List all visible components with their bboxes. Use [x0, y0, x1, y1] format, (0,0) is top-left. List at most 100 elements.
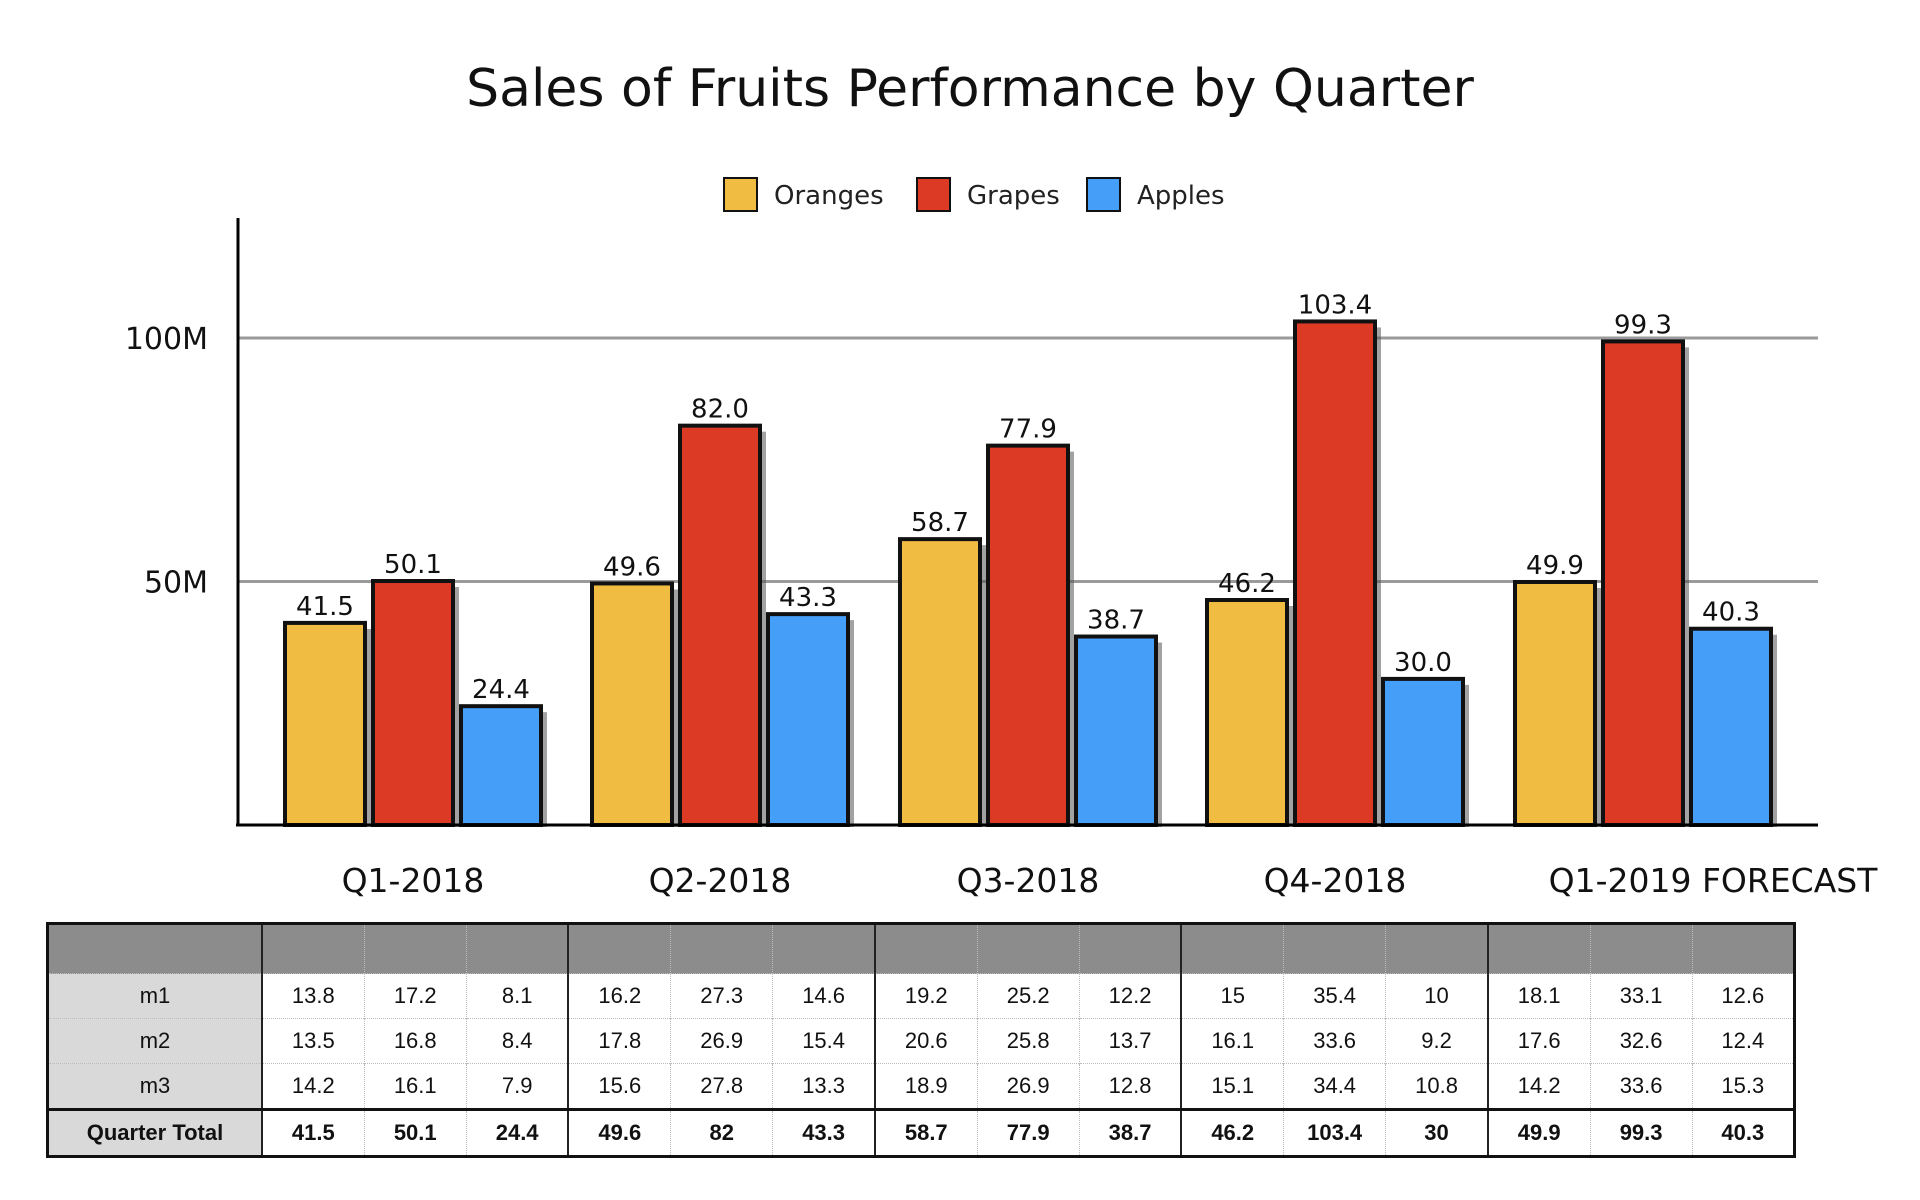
- x-category-label: Q4-2018: [1264, 861, 1407, 900]
- row-label: Quarter Total: [47, 1108, 262, 1157]
- table-cell: 40.3: [1691, 1108, 1795, 1157]
- table-cell: 13.8: [260, 973, 365, 1019]
- table-cell: 25.8: [976, 1018, 1080, 1064]
- table-cell: 16.1: [1180, 1018, 1284, 1064]
- table-cell: 14.2: [1486, 1063, 1591, 1110]
- table-cell: 35.4: [1283, 973, 1386, 1019]
- bar-apples: [1689, 626, 1773, 828]
- bar-oranges: [1513, 579, 1597, 827]
- table-cell: 58.7: [873, 1108, 978, 1157]
- table-cell: 15.1: [1180, 1063, 1284, 1110]
- legend-label-grapes: Grapes: [967, 181, 1060, 211]
- table-header-row: [47, 923, 1795, 974]
- legend-label-apples: Apples: [1137, 181, 1225, 211]
- table-header-cell: [1078, 923, 1182, 974]
- table-cell: 16.1: [363, 1063, 467, 1110]
- bar-grapes: [1293, 319, 1377, 827]
- axes: [236, 218, 1818, 827]
- table-cell: 10.8: [1385, 1063, 1488, 1110]
- table-cell: 18.1: [1486, 973, 1591, 1019]
- data-label: 40.3: [1702, 598, 1760, 628]
- table-cell: 17.6: [1486, 1018, 1591, 1064]
- table-cell: 82: [670, 1108, 773, 1157]
- table-cell: 18.9: [873, 1063, 978, 1110]
- table-cell: 41.5: [260, 1108, 365, 1157]
- bar-oranges: [1205, 598, 1289, 827]
- table-cell: 19.2: [873, 973, 978, 1019]
- row-label: m1: [47, 973, 262, 1019]
- table-cell: 15.3: [1691, 1063, 1795, 1110]
- table-cell: 17.2: [363, 973, 467, 1019]
- table-cell: 7.9: [465, 1063, 569, 1110]
- table-cell: 25.2: [976, 973, 1080, 1019]
- data-label: 41.5: [296, 592, 354, 622]
- table-header-cell: [363, 923, 467, 974]
- table-cell: 24.4: [465, 1108, 569, 1157]
- table-cell: 49.9: [1486, 1108, 1591, 1157]
- y-tick-label: 100M: [125, 322, 208, 357]
- x-category-label: Q1-2018: [342, 861, 485, 900]
- table-cell: 13.3: [772, 1063, 875, 1110]
- legend: Oranges Grapes Apples: [723, 177, 1225, 212]
- bar-apples: [459, 704, 543, 827]
- table-header-cell: [1691, 923, 1795, 974]
- legend-swatch-apples: [1086, 177, 1121, 212]
- data-label: 30.0: [1394, 648, 1452, 678]
- table-cell: 12.8: [1078, 1063, 1182, 1110]
- table-cell: 10: [1385, 973, 1488, 1019]
- table-cell: 50.1: [363, 1108, 467, 1157]
- data-label: 82.0: [691, 395, 749, 425]
- bar-oranges: [898, 537, 982, 827]
- table-cell: 12.2: [1078, 973, 1182, 1019]
- table-header-cell: [873, 923, 978, 974]
- table-cell: 38.7: [1078, 1108, 1182, 1157]
- bar-chart: Sales of Fruits Performance by Quarter O…: [125, 59, 1879, 900]
- x-category-label: Q1-2019 FORECAST: [1549, 861, 1879, 900]
- table-row: m3 14.2 16.1 7.9 15.6 27.8 13.3 18.9 26.9 12.8 15.…: [47, 1063, 1795, 1110]
- table-cell: 15.6: [567, 1063, 671, 1110]
- table-cell: 17.8: [567, 1018, 671, 1064]
- table-cell: 26.9: [976, 1063, 1080, 1110]
- table-header-cell: [1283, 923, 1386, 974]
- table-header-cell: [1180, 923, 1284, 974]
- x-category-label: Q2-2018: [649, 861, 792, 900]
- data-label: 46.2: [1218, 569, 1276, 599]
- y-tick-labels: 50M 100M: [125, 322, 208, 601]
- x-category-label: Q3-2018: [957, 861, 1100, 900]
- bar-oranges: [590, 581, 674, 827]
- row-label: m2: [47, 1018, 262, 1064]
- row-label: m3: [47, 1063, 262, 1110]
- table-cell: 33.6: [1283, 1018, 1386, 1064]
- table-cell: 14.6: [772, 973, 875, 1019]
- data-label: 49.6: [603, 552, 661, 582]
- table-header-cell: [567, 923, 671, 974]
- table-cell: 15: [1180, 973, 1284, 1019]
- data-label: 77.9: [999, 415, 1057, 445]
- data-label: 58.7: [911, 508, 969, 538]
- data-label: 99.3: [1614, 310, 1672, 340]
- bar-grapes: [678, 423, 762, 827]
- table-cell: 33.6: [1589, 1063, 1693, 1110]
- table-cell: 13.5: [260, 1018, 365, 1064]
- legend-label-oranges: Oranges: [774, 181, 884, 211]
- data-label: 24.4: [472, 675, 530, 705]
- table-cell: 30: [1385, 1108, 1488, 1157]
- table-header-cell: [260, 923, 365, 974]
- table-cell: 99.3: [1589, 1108, 1693, 1157]
- table-header-cell: [47, 923, 262, 974]
- bars: 41.5 50.1 24.4 49.6 82.0 43.3 58.7 77.9 38.7 46.2…: [283, 290, 1777, 828]
- data-label: 103.4: [1298, 290, 1372, 320]
- data-label: 49.9: [1526, 551, 1584, 581]
- table-cell: 49.6: [567, 1108, 671, 1157]
- data-label: 38.7: [1087, 606, 1145, 636]
- bar-apples: [1074, 634, 1158, 827]
- table-header-cell: [465, 923, 569, 974]
- table-row: m2 13.5 16.8 8.4 17.8 26.9 15.4 20.6 25.8 13.7 16.…: [47, 1018, 1795, 1064]
- table-header-cell: [976, 923, 1080, 974]
- table-total-row: Quarter Total 41.5 50.1 24.4 49.6 82 43.3 58.7 7…: [47, 1108, 1795, 1157]
- table-cell: 27.8: [670, 1063, 773, 1110]
- table-cell: 32.6: [1589, 1018, 1693, 1064]
- table-cell: 8.4: [465, 1018, 569, 1064]
- legend-swatch-grapes: [916, 177, 951, 212]
- data-label: 50.1: [384, 550, 442, 580]
